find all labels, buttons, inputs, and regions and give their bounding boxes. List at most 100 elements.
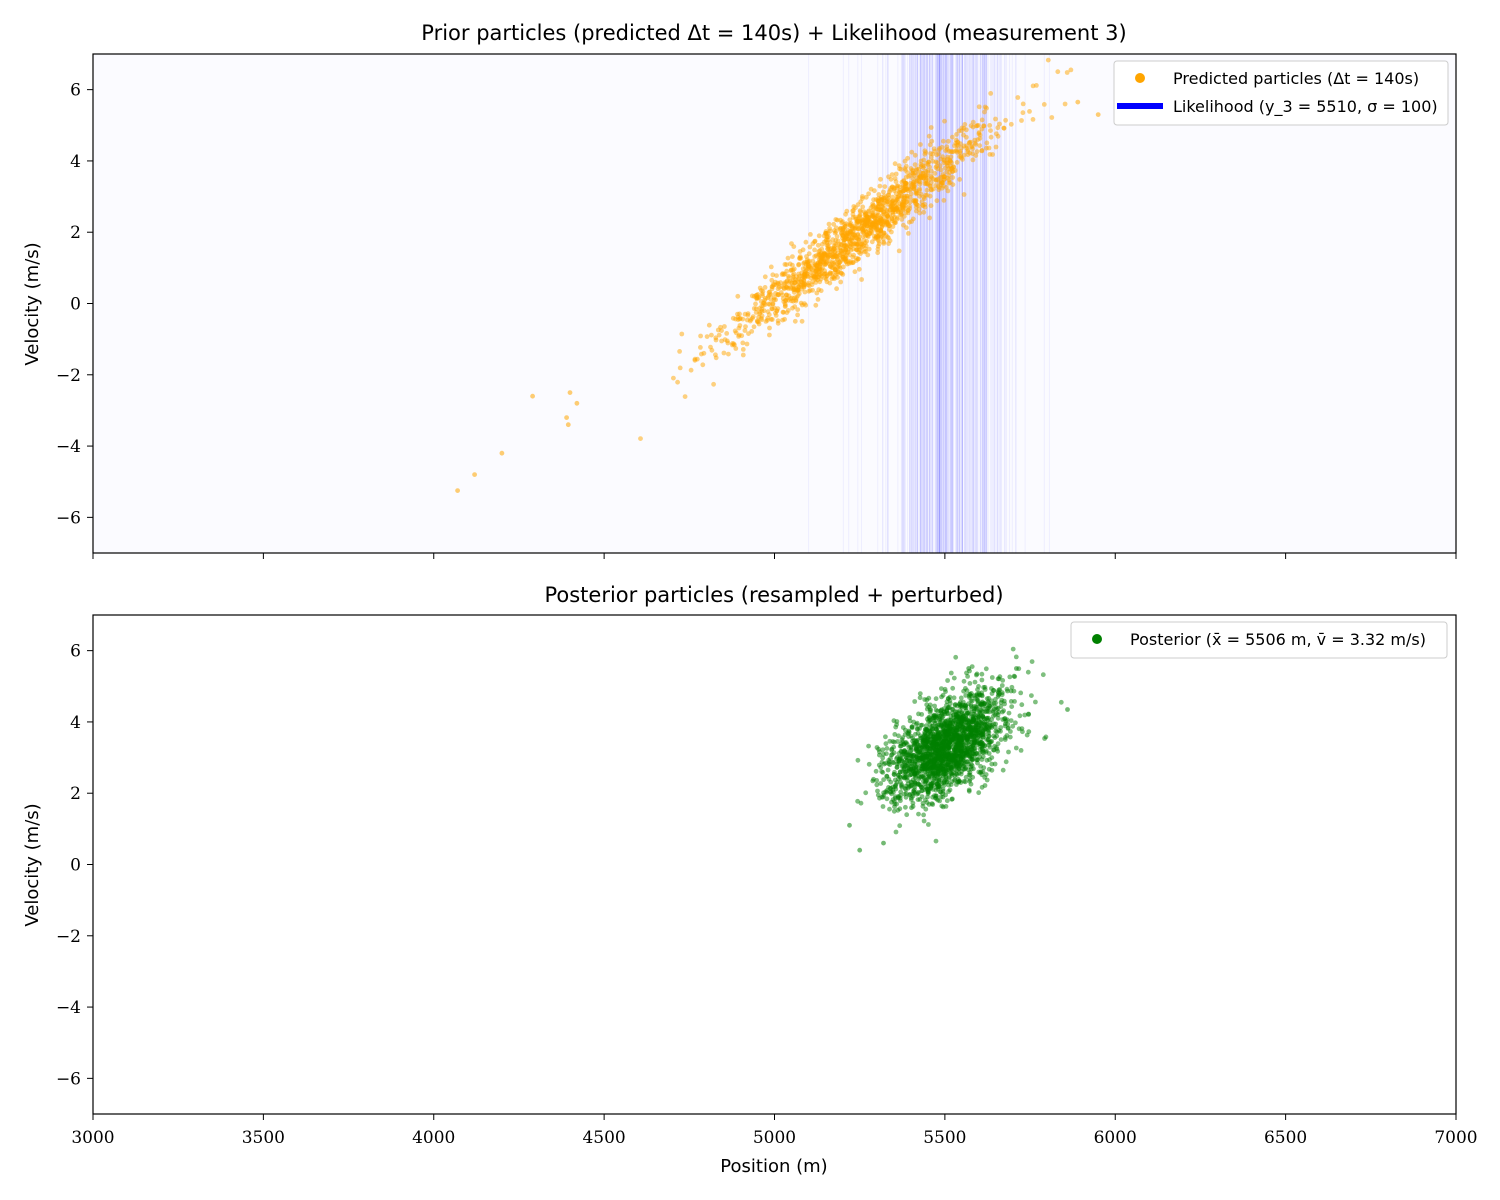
particle-point [864,219,870,225]
particle-point [929,168,934,174]
particle-point [933,726,939,732]
particle-point [1033,699,1038,705]
prior-panel: −6 −4 −2 0 2 4 6 Prior particles (predicted Δt… [22,21,1457,559]
particle-point [754,296,760,302]
particle-point [882,184,888,190]
particle-point [962,746,968,751]
particle-point [850,246,856,252]
particle-point [932,757,937,763]
particle-point [886,761,891,767]
x-tick-label: 4000 [412,1128,455,1148]
particle-point [1062,101,1068,107]
particle-point [894,722,899,727]
particle-point [908,779,914,785]
particle-point [859,223,865,229]
particle-point [934,198,940,204]
particle-point [880,212,885,218]
particle-point [840,272,846,277]
particle-point [737,323,743,328]
particle-point [472,472,477,477]
particle-point [949,779,955,784]
particle-point [839,257,845,262]
particle-point [967,753,973,759]
particle-point [1040,672,1046,678]
particle-point [961,750,967,756]
particle-point [889,172,895,178]
particle-point [744,341,750,347]
particle-point [843,211,848,217]
particle-point [919,744,925,750]
particle-point [988,134,994,140]
particle-point [807,264,813,270]
particle-point [834,234,840,239]
particle-point [884,773,890,779]
particle-point [879,769,885,774]
particle-point [921,818,927,824]
particle-point [998,704,1004,709]
particle-point [866,761,872,767]
particle-point [745,311,751,316]
particle-point [884,751,889,757]
particle-point [928,187,934,192]
particle-point [917,695,923,701]
particle-point [942,743,947,749]
particle-point [902,166,908,172]
particle-point [936,151,942,157]
particle-point [897,755,903,761]
particle-point [730,342,735,348]
particle-point [911,788,916,794]
particle-point [946,177,952,183]
particle-point [785,255,791,261]
particle-point [950,729,955,734]
particle-point [810,287,815,293]
particle-point [852,225,858,231]
particle-point [862,216,868,221]
particle-point [794,295,799,300]
particle-point [890,797,896,802]
particle-point [796,279,801,285]
particle-point [1030,117,1036,122]
particle-point [1019,726,1025,731]
particle-point [870,214,876,219]
particle-point [564,415,569,420]
particle-point [878,781,884,786]
particle-point [874,778,880,783]
particle-point [1068,67,1074,73]
particle-point [911,719,917,725]
particle-point [903,804,908,810]
particle-point [950,796,955,802]
x-tick-label: 4500 [582,1128,625,1148]
x-tick-label: 5500 [923,1128,966,1148]
particle-point [957,177,963,182]
particle-point [952,732,958,738]
particle-point [971,766,976,772]
particle-point [973,141,979,147]
particle-point [804,254,809,259]
particle-point [842,235,848,241]
particle-point [937,719,943,725]
particle-point [869,239,875,245]
prior-legend: Predicted particles (Δt = 140s) Likeliho… [1113,60,1449,126]
particle-point [892,207,898,212]
particle-point [751,324,757,330]
particle-point [928,203,934,209]
particle-point [792,304,798,309]
particle-point [724,331,730,336]
particle-point [881,777,886,783]
particle-point [931,146,937,152]
particle-point [766,293,771,299]
x-tick-label: 6500 [1264,1128,1307,1148]
particle-point [931,734,937,740]
particle-point [878,765,884,770]
particle-point [743,324,748,329]
particle-point [915,791,921,796]
particle-point [747,318,753,324]
particle-point [954,149,960,155]
particle-point [722,324,727,329]
particle-point [911,742,917,748]
particle-point [965,147,971,153]
particle-point [922,741,928,746]
particle-point [719,328,724,333]
particle-point [936,764,942,770]
particle-point [740,340,746,346]
